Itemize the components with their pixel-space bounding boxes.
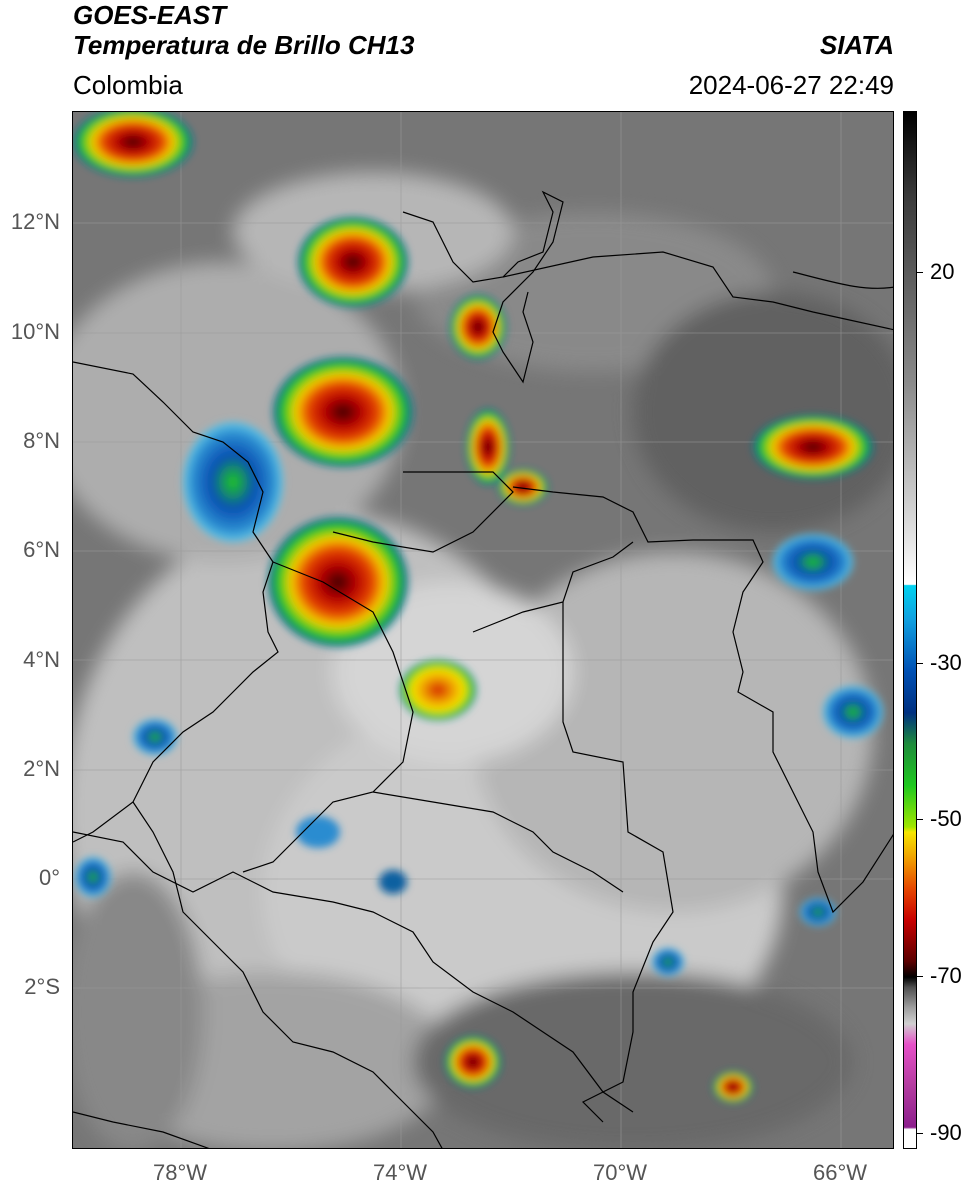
brand-label: SIATA: [819, 30, 894, 60]
product-title: Temperatura de Brillo CH13: [73, 30, 415, 60]
colorbar-label-minus70: -70: [930, 963, 962, 988]
lat-label-12n: 12°N: [10, 209, 60, 234]
lon-label-70w: 70°W: [592, 1160, 648, 1185]
satellite-title: GOES-EAST: [73, 0, 227, 30]
lon-label-66w: 66°W: [812, 1160, 868, 1185]
timestamp-label: 2024-06-27 22:49: [688, 70, 894, 100]
colorbar-tick: [917, 663, 923, 664]
colorbar-label-20: 20: [930, 259, 955, 284]
lat-label-6n: 6°N: [23, 537, 60, 562]
colorbar-label-minus90: -90: [930, 1120, 962, 1145]
lat-label-4n: 4°N: [23, 647, 60, 672]
lat-label-2s: 2°S: [24, 974, 60, 999]
lon-label-74w: 74°W: [372, 1160, 428, 1185]
lat-label-8n: 8°N: [23, 428, 60, 453]
colorbar-label-minus30: -30: [930, 650, 962, 675]
satellite-map: [72, 111, 894, 1149]
colorbar-label-minus50: -50: [930, 806, 962, 831]
lat-label-0: 0°: [38, 865, 60, 890]
colorbar-tick: [917, 819, 923, 820]
lat-label-10n: 10°N: [10, 319, 60, 344]
colorbar: [903, 111, 917, 1149]
region-label: Colombia: [73, 70, 183, 100]
colorbar-tick: [917, 1133, 923, 1134]
lon-label-78w: 78°W: [152, 1160, 208, 1185]
map-imagery: [73, 112, 893, 1148]
lat-label-2n: 2°N: [23, 756, 60, 781]
borders: [73, 190, 893, 1148]
colorbar-tick: [917, 976, 923, 977]
colorbar-tick: [917, 272, 923, 273]
storm-cells: [73, 112, 883, 1103]
